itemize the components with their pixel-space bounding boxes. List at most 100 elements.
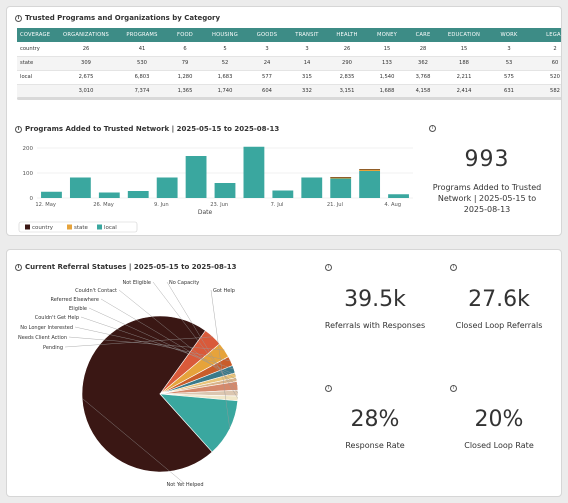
column-header-money[interactable]: MONEY — [367, 28, 407, 42]
bar-state[interactable] — [330, 177, 352, 179]
bar-local[interactable] — [98, 192, 120, 199]
bar-local[interactable] — [388, 194, 409, 198]
pie-slice[interactable] — [81, 315, 213, 473]
pie-leader-line — [210, 289, 230, 429]
pie-label: Eligible — [69, 306, 87, 312]
column-header-coverage[interactable]: COVERAGE — [17, 28, 55, 42]
legend-label-local[interactable]: local — [104, 225, 117, 231]
table-cell: state — [17, 56, 55, 71]
programs-chart-title: i Programs Added to Trusted Network | 202… — [15, 125, 279, 133]
table-row: country 26 41 6 5 3 3 26 15 28 15 3 2 — [17, 42, 561, 57]
table-cell: 315 — [287, 70, 327, 85]
bar-local[interactable] — [127, 191, 149, 198]
table-cell: 15 — [439, 42, 489, 57]
info-icon[interactable]: i — [15, 125, 22, 133]
column-header-education[interactable]: EDUCATION — [439, 28, 489, 42]
column-header-organizations[interactable]: ORGANIZATIONS — [55, 28, 117, 42]
pie-leader-line — [74, 326, 231, 362]
bar-local[interactable] — [330, 178, 352, 199]
column-header-goods[interactable]: GOODS — [247, 28, 287, 42]
info-icon[interactable]: i — [325, 264, 332, 271]
column-header-programs[interactable]: PROGRAMS — [117, 28, 167, 42]
bar-local[interactable] — [359, 171, 381, 198]
table-body: country 26 41 6 5 3 3 26 15 28 15 3 2 state 309 530 79 52… — [17, 42, 561, 98]
table-cell: country — [17, 42, 55, 57]
table-cell: 290 — [327, 56, 367, 71]
info-icon[interactable]: i — [325, 385, 332, 392]
info-icon[interactable]: i — [450, 385, 457, 392]
pie-label: Needs Client Action — [18, 335, 67, 341]
x-tick-label: 21. Jul — [327, 202, 343, 208]
legend-swatch-country[interactable] — [25, 224, 30, 230]
pie-label: Referred Elsewhere — [50, 297, 99, 303]
column-header-work[interactable]: WORK — [489, 28, 529, 42]
table-cell: 575 — [489, 70, 529, 85]
table-cell: 26 — [327, 42, 367, 57]
legend-swatch-local[interactable] — [97, 224, 102, 230]
bar-local[interactable] — [301, 177, 323, 199]
table-cell: 6 — [167, 42, 203, 57]
table-cell: 577 — [247, 70, 287, 85]
bar-local[interactable] — [41, 191, 62, 198]
closed-loop-rate-value: 20% — [474, 407, 524, 432]
referrals-responses-value: 39.5k — [344, 287, 406, 312]
category-table: COVERAGE ORGANIZATIONS PROGRAMS FOOD HOUSING… — [17, 28, 561, 100]
table-cell: 3 — [489, 42, 529, 57]
legend-label-country[interactable]: country — [32, 225, 54, 231]
legend-swatch-state[interactable] — [67, 224, 72, 230]
column-header-care[interactable]: CARE — [407, 28, 439, 42]
column-header-health[interactable]: HEALTH — [327, 28, 367, 42]
table-horizontal-scrollbar[interactable] — [17, 97, 561, 100]
info-icon[interactable]: i — [15, 263, 22, 271]
table-cell: 6,803 — [117, 70, 167, 85]
info-icon[interactable]: i — [450, 264, 457, 271]
table-cell: local — [17, 70, 55, 85]
table-title: i Trusted Programs and Organizations by C… — [15, 14, 220, 22]
table-cell: 3 — [247, 42, 287, 57]
info-icon[interactable]: i — [15, 14, 22, 22]
pie-leader-line — [118, 289, 238, 386]
pie-leader-line — [64, 336, 214, 348]
bar-local[interactable] — [214, 183, 236, 198]
bar-country[interactable] — [359, 169, 381, 170]
bar-local[interactable] — [69, 177, 91, 199]
table-total-cell: 582 — [529, 84, 561, 98]
column-header-transit[interactable]: TRANSIT — [287, 28, 327, 42]
pie-leader-line — [81, 398, 186, 485]
bar-state[interactable] — [359, 169, 381, 172]
bar-local[interactable] — [156, 177, 178, 199]
table-total-cell: 4,158 — [407, 84, 439, 98]
table-cell: 60 — [529, 56, 561, 71]
table-cell: 79 — [167, 56, 203, 71]
x-tick-label: 23. Jun — [210, 202, 228, 208]
legend-label-state[interactable]: state — [74, 225, 89, 231]
table-cell: 2,675 — [55, 70, 117, 85]
table-cell: 5 — [203, 42, 247, 57]
x-tick-label: 12. May — [35, 202, 56, 208]
programs-bar-chart: 0 100 200 12. May 26. May 9. Jun 23. Jun 7. Jul… — [18, 146, 413, 233]
column-header-food[interactable]: FOOD — [167, 28, 203, 42]
column-header-legal[interactable]: LEGAL — [529, 28, 561, 42]
programs-added-label: Programs Added to Trusted Network | 2025… — [432, 183, 542, 214]
referral-pie-chart: Not Yet Helped Pending Needs Client Action… — [18, 280, 239, 488]
table-cell: 1,280 — [167, 70, 203, 85]
y-tick-label: 0 — [30, 196, 34, 202]
bar-country[interactable] — [330, 177, 352, 178]
bar-local[interactable] — [272, 190, 294, 199]
bar-local[interactable] — [185, 156, 207, 198]
info-icon[interactable]: i — [429, 125, 436, 132]
table-total-cell: 1,365 — [167, 84, 203, 98]
referrals-responses-label: Referrals with Responses — [324, 321, 426, 330]
bar-local[interactable] — [243, 146, 265, 198]
table-cell: 2,211 — [439, 70, 489, 85]
table-cell: 520 — [529, 70, 561, 85]
column-header-housing[interactable]: HOUSING — [203, 28, 247, 42]
response-rate-label: Response Rate — [345, 441, 405, 450]
table-cell: 15 — [367, 42, 407, 57]
table-total-cell: 3,010 — [55, 84, 117, 98]
pie-label: Got Help — [213, 288, 235, 294]
chart-legend — [18, 221, 138, 233]
closed-loop-rate-label: Closed Loop Rate — [464, 441, 534, 450]
pie-label: Not Yet Helped — [166, 482, 203, 488]
table-cell: 41 — [117, 42, 167, 57]
